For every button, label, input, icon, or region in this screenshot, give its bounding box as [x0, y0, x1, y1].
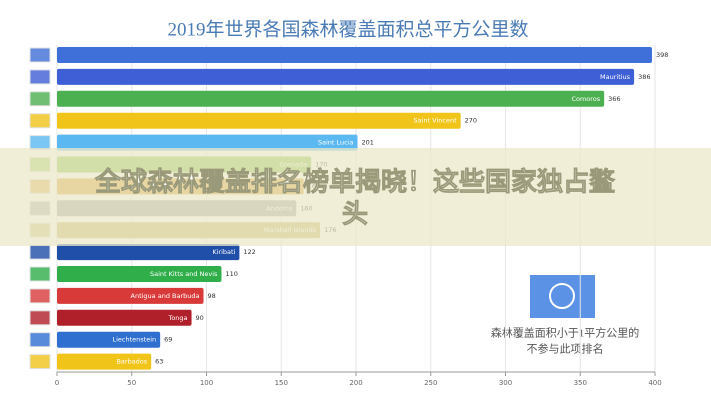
value-label: 201	[361, 139, 373, 147]
value-label: 69	[164, 336, 172, 344]
x-tick-label: 100	[200, 379, 213, 387]
note-line: 不参与此项排名	[527, 342, 604, 356]
bar	[57, 134, 358, 151]
value-label: 110	[225, 270, 237, 278]
x-tick-label: 0	[55, 379, 59, 387]
bar-label: Liechtenstein	[112, 336, 156, 344]
bar-label: Antigua and Barbuda	[131, 292, 200, 300]
flag	[29, 354, 51, 370]
value-label: 366	[608, 95, 620, 103]
bar	[57, 47, 653, 63]
value-label: 270	[465, 117, 477, 125]
flag	[29, 288, 51, 304]
flag	[29, 310, 51, 326]
flag	[29, 47, 51, 63]
bar-label: Kiribati	[212, 248, 235, 256]
bar-label: Comoros	[571, 95, 600, 103]
value-label: 398	[656, 51, 668, 59]
overlay-headline: 头	[342, 200, 368, 230]
bar	[57, 112, 461, 129]
x-tick-label: 150	[275, 379, 288, 387]
bar	[57, 309, 192, 326]
un-logo	[530, 275, 595, 318]
bar-label: Mauritius	[600, 73, 631, 81]
flag	[29, 91, 51, 107]
flag	[29, 266, 51, 282]
x-tick-label: 200	[349, 379, 362, 387]
bar	[57, 244, 240, 261]
x-tick-label: 50	[127, 379, 136, 387]
x-tick-label: 300	[499, 379, 512, 387]
note-line: 森林覆盖面积小于1平方公里的	[491, 326, 640, 340]
bar	[57, 266, 222, 282]
x-tick-label: 400	[648, 379, 661, 387]
value-label: 122	[243, 248, 255, 256]
bar-label: Barbados	[116, 358, 147, 366]
flag	[29, 69, 51, 85]
flag	[29, 332, 51, 348]
chart-title: 2019年世界各国森林覆盖面积总平方公里数	[167, 18, 528, 40]
flag	[29, 244, 51, 260]
x-tick-label: 250	[424, 379, 437, 387]
overlay-headline: 全球森林覆盖排名榜单揭晓！这些国家独占鳌	[94, 167, 615, 198]
value-label: 98	[208, 292, 216, 300]
bar-label: Tonga	[167, 314, 187, 322]
bar-label: Saint Lucia	[318, 139, 354, 147]
bar	[57, 353, 152, 370]
x-tick-label: 350	[574, 379, 587, 387]
bar	[57, 68, 635, 85]
value-label: 63	[155, 358, 163, 366]
bar	[57, 331, 161, 348]
bar	[57, 90, 605, 107]
bar-label: Saint Kitts and Nevis	[150, 270, 218, 278]
flag	[29, 113, 51, 129]
value-label: 90	[196, 314, 204, 322]
un-emblem	[549, 283, 575, 309]
value-label: 386	[638, 73, 650, 81]
flag	[29, 135, 51, 151]
bar-label: Saint Vincent	[414, 117, 458, 125]
bar	[57, 287, 204, 304]
overlay-banner	[0, 148, 711, 246]
